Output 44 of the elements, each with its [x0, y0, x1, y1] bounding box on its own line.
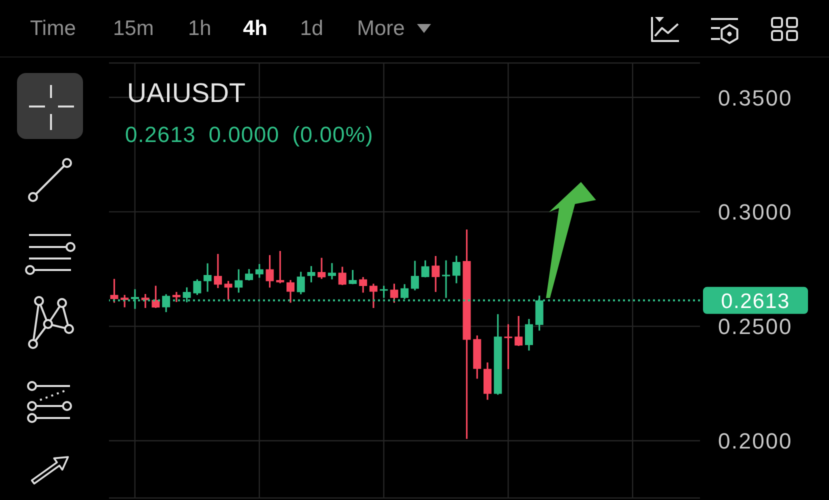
candlestick	[410, 260, 419, 292]
text: UAIUSDT	[127, 78, 246, 108]
text: More	[357, 17, 405, 41]
text: 4h	[243, 17, 268, 41]
candlestick	[141, 293, 150, 309]
text: 0.2613 0.0000 (0.00%)	[125, 122, 374, 147]
candlestick	[214, 253, 222, 289]
y-tick-label: 0.3500	[718, 85, 792, 110]
candlestick	[204, 262, 212, 293]
candlestick	[524, 318, 533, 352]
y-tick-label: 0.2000	[718, 428, 792, 454]
candlestick	[338, 266, 346, 286]
candlestick	[442, 260, 450, 299]
candlestick	[110, 278, 118, 304]
candlestick	[504, 323, 512, 370]
candlestick	[421, 260, 430, 278]
candlestick	[234, 268, 243, 294]
candlestick	[152, 284, 160, 309]
candlestick	[307, 265, 316, 284]
candlestick	[359, 276, 368, 294]
candlestick	[452, 254, 460, 284]
candlestick	[318, 257, 326, 280]
text: 15m	[113, 17, 154, 41]
text: 1d	[300, 17, 324, 41]
candlestick	[390, 282, 398, 304]
candlestick	[369, 282, 378, 309]
candlestick	[296, 271, 305, 296]
candlestick	[348, 269, 357, 285]
candlestick	[245, 268, 254, 282]
candlestick	[286, 279, 295, 304]
candlestick	[432, 255, 440, 293]
candlestick	[266, 254, 274, 288]
candlestick	[193, 278, 202, 296]
ref-line-label: 0.2613	[720, 290, 790, 313]
candlestick	[224, 280, 232, 301]
candlestick	[328, 262, 336, 280]
candlestick	[255, 263, 264, 279]
candlestick	[276, 250, 284, 284]
text: 1h	[188, 17, 212, 41]
y-tick-label: 0.3000	[718, 200, 792, 225]
candlestick	[514, 315, 523, 347]
candlestick	[120, 294, 129, 308]
text: Time	[30, 17, 76, 41]
y-tick-label: 0.2500	[718, 314, 792, 340]
